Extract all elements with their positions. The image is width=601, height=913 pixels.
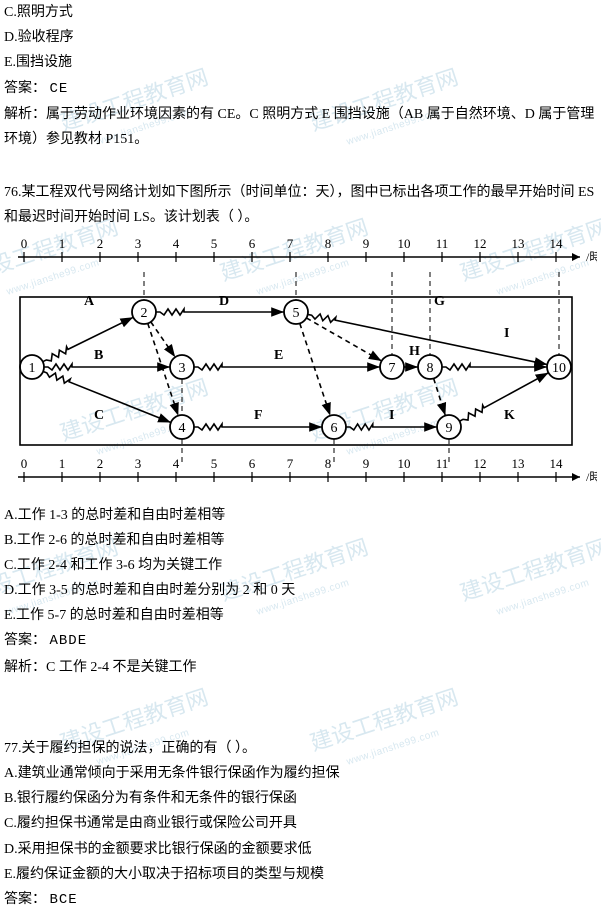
svg-text:8: 8 [325,456,332,471]
svg-text:5: 5 [211,237,218,251]
svg-text:2: 2 [141,306,148,321]
svg-text:13: 13 [512,237,525,251]
svg-text:B: B [94,348,103,363]
q76-explain: 解析：C 工作 2-4 不是关键工作 [4,655,597,680]
q77-answer-line: 答案： BCE [4,887,597,913]
svg-text:6: 6 [331,421,338,436]
q76-answer-line: 答案： ABDE [4,628,597,654]
svg-text:4: 4 [173,237,180,251]
svg-text:12: 12 [474,456,487,471]
q76-opt-c: C.工作 2-4 和工作 3-6 均为关键工作 [4,553,597,578]
svg-text:C: C [94,408,104,423]
svg-text:10: 10 [552,361,566,376]
svg-text:9: 9 [363,237,370,251]
svg-text:4: 4 [179,421,186,436]
q75-explain: 解析：属于劳动作业环境因素的有 CE。C 照明方式 E 围挡设施（AB 属于自然… [4,102,597,152]
q76-opt-a: A.工作 1-3 的总时差和自由时差相等 [4,503,597,528]
svg-text:1: 1 [29,361,36,376]
svg-text:2: 2 [97,237,104,251]
svg-text:13: 13 [512,456,525,471]
q76-opt-b: B.工作 2-6 的总时差和自由时差相等 [4,528,597,553]
q76-answer-label: 答案： [4,633,46,648]
q75-opt-e: E.围挡设施 [4,50,597,75]
q75-opt-d: D.验收程序 [4,25,597,50]
svg-text:9: 9 [363,456,370,471]
svg-text:2: 2 [97,456,104,471]
svg-text:/時: /時 [586,470,597,484]
q77-opt-c: C.履约担保书通常是由商业银行或保险公司开具 [4,811,597,836]
svg-text:3: 3 [179,361,186,376]
svg-text:12: 12 [474,237,487,251]
q75-answer-label: 答案： [4,81,46,96]
network-diagram: 01234567891011121314/時012345678910111213… [4,237,597,497]
svg-text:E: E [274,348,283,363]
q76-answer-value: ABDE [50,633,88,649]
svg-text:8: 8 [325,237,332,251]
svg-text:0: 0 [21,456,28,471]
q76-stem-2: 和最迟时间开始时间 LS。该计划表（ ）。 [4,205,597,230]
q77-opt-d: D.采用担保书的金额要求比银行保函的金额要求低 [4,837,597,862]
svg-text:9: 9 [446,421,453,436]
svg-text:/時: /時 [586,250,597,264]
svg-text:14: 14 [550,237,564,251]
q77-answer-label: 答案： [4,892,46,907]
q76-stem-1: 76.某工程双代号网络计划如下图所示（时间单位：天），图中已标出各项工作的最早开… [4,180,597,205]
svg-text:4: 4 [173,456,180,471]
svg-text:3: 3 [135,456,142,471]
svg-text:7: 7 [389,361,396,376]
q77-opt-a: A.建筑业通常倾向于采用无条件银行保函作为履约担保 [4,761,597,786]
svg-text:5: 5 [211,456,218,471]
q77-opt-b: B.银行履约保函分为有条件和无条件的银行保函 [4,786,597,811]
q77-answer-value: BCE [50,892,78,908]
q75-answer-line: 答案： CE [4,76,597,102]
q77-stem: 77.关于履约担保的说法，正确的有（ ）。 [4,736,597,761]
svg-text:10: 10 [398,237,411,251]
svg-text:1: 1 [59,237,66,251]
svg-text:11: 11 [436,456,449,471]
svg-text:7: 7 [287,237,294,251]
svg-text:5: 5 [293,306,300,321]
svg-text:I: I [389,408,394,423]
q77-opt-e: E.履约保证金额的大小取决于招标项目的类型与规模 [4,862,597,887]
svg-text:8: 8 [427,361,434,376]
svg-text:K: K [504,408,515,423]
q76-opt-e: E.工作 5-7 的总时差和自由时差相等 [4,603,597,628]
svg-text:14: 14 [550,456,564,471]
svg-text:3: 3 [135,237,142,251]
svg-text:F: F [254,408,263,423]
svg-text:0: 0 [21,237,28,251]
svg-text:6: 6 [249,237,256,251]
svg-text:7: 7 [287,456,294,471]
svg-text:I: I [504,326,509,341]
q76-opt-d: D.工作 3-5 的总时差和自由时差分别为 2 和 0 天 [4,578,597,603]
q75-opt-c: C.照明方式 [4,0,597,25]
q75-answer-value: CE [50,81,69,97]
svg-text:11: 11 [436,237,449,251]
svg-text:H: H [409,344,420,359]
svg-text:1: 1 [59,456,66,471]
svg-text:10: 10 [398,456,411,471]
svg-text:6: 6 [249,456,256,471]
